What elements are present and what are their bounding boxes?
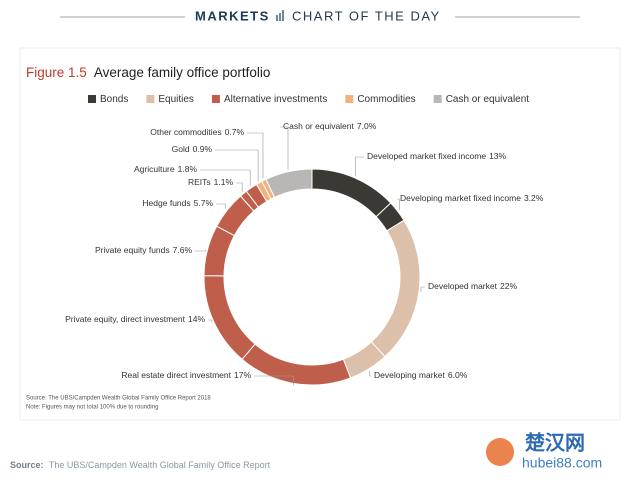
category-name: Hedge funds xyxy=(142,198,190,208)
legend-label: Cash or equivalent xyxy=(446,94,530,105)
leader-line xyxy=(280,126,289,170)
leader-line xyxy=(236,182,243,193)
category-name: Private equity, direct investment xyxy=(65,314,185,324)
legend-label: Equities xyxy=(158,94,194,105)
watermark-name: 楚汉网 xyxy=(525,430,585,454)
leader-line xyxy=(397,198,400,211)
leader-line xyxy=(420,286,425,293)
leader-line xyxy=(369,370,371,377)
value-label: 5.7% xyxy=(194,198,214,208)
category-name: REITs xyxy=(188,177,211,187)
donut-segment xyxy=(203,275,256,361)
data-label: Real estate direct investment 17% xyxy=(121,370,251,380)
value-label: 7.6% xyxy=(173,245,193,255)
title-text: Average family office portfolio xyxy=(94,65,271,80)
data-label: Developed market 22% xyxy=(428,281,517,291)
category-name: Developing market fixed income xyxy=(400,193,521,203)
leader-line xyxy=(208,319,213,323)
legend-label: Bonds xyxy=(100,94,128,105)
data-label: Developing market fixed income 3.2% xyxy=(400,193,544,203)
value-label: 1.8% xyxy=(178,164,198,174)
value-label: 22% xyxy=(500,281,517,291)
chart-title: Figure 1.5 Average family office portfol… xyxy=(26,65,270,80)
watermark-url: hubei88.com xyxy=(522,455,602,471)
category-name: Developed market xyxy=(428,281,498,291)
value-label: 13% xyxy=(489,151,506,161)
leader-line xyxy=(195,249,206,252)
data-label: Developing market 6.0% xyxy=(374,370,468,380)
leader-line xyxy=(215,149,259,182)
figure-number: Figure 1.5 xyxy=(26,65,87,80)
data-label: Developed market fixed income 13% xyxy=(367,151,507,161)
leader-line xyxy=(216,203,227,209)
source-text: The UBS/Campden Wealth Global Family Off… xyxy=(49,460,271,470)
leader-line xyxy=(254,375,294,386)
value-label: 1.1% xyxy=(214,177,234,187)
donut-segment xyxy=(311,168,392,218)
value-label: 0.9% xyxy=(193,144,213,154)
header-icon xyxy=(276,10,284,21)
data-label: Private equity funds 7.6% xyxy=(95,245,192,255)
legend-swatch xyxy=(433,95,442,103)
data-label: Gold 0.9% xyxy=(172,144,213,154)
leader-line xyxy=(200,169,251,187)
category-name: Real estate direct investment xyxy=(121,370,231,380)
data-label: Other commodities 0.7% xyxy=(150,127,244,137)
footer-source: Source: The UBS/Campden Wealth Global Fa… xyxy=(10,460,271,470)
legend-label: Alternative investments xyxy=(224,94,327,105)
value-label: 0.7% xyxy=(225,127,245,137)
leader-line xyxy=(247,132,264,179)
donut-segment xyxy=(241,343,352,386)
data-label: Agriculture 1.8% xyxy=(134,164,197,174)
source-label: Source: xyxy=(10,460,44,470)
category-name: Agriculture xyxy=(134,164,175,174)
category-name: Gold xyxy=(172,144,190,154)
header-label: CHART OF THE DAY xyxy=(292,8,441,23)
legend-swatch xyxy=(211,95,220,103)
data-label: Private equity, direct investment 14% xyxy=(65,314,205,324)
value-label: 17% xyxy=(234,370,251,380)
donut-segment xyxy=(265,168,313,199)
data-label: Hedge funds 5.7% xyxy=(142,198,213,208)
category-name: Private equity funds xyxy=(95,245,170,255)
card xyxy=(19,47,621,421)
value-label: 6.0% xyxy=(448,370,468,380)
category-name: Developing market xyxy=(374,370,446,380)
category-name: Other commodities xyxy=(150,127,221,137)
value-label: 14% xyxy=(188,314,205,324)
legend-swatch xyxy=(345,95,354,103)
note: Note: Figures may not total 100% due to … xyxy=(26,405,158,411)
category-name: Cash or equivalent xyxy=(283,121,355,131)
header-section: MARKETS xyxy=(195,8,270,23)
legend-label: Commodities xyxy=(357,94,415,105)
data-label: Cash or equivalent 7.0% xyxy=(283,121,377,131)
value-label: 3.2% xyxy=(524,193,544,203)
legend-swatch xyxy=(146,95,155,103)
category-name: Developed market fixed income xyxy=(367,151,486,161)
leader-line xyxy=(355,156,364,177)
value-label: 7.0% xyxy=(357,121,377,131)
legend-swatch xyxy=(88,95,96,103)
watermark-logo xyxy=(486,438,514,466)
note: Source: The UBS/Campden Wealth Global Fa… xyxy=(26,396,211,402)
data-label: REITs 1.1% xyxy=(188,177,233,187)
donut-segment xyxy=(370,219,421,358)
